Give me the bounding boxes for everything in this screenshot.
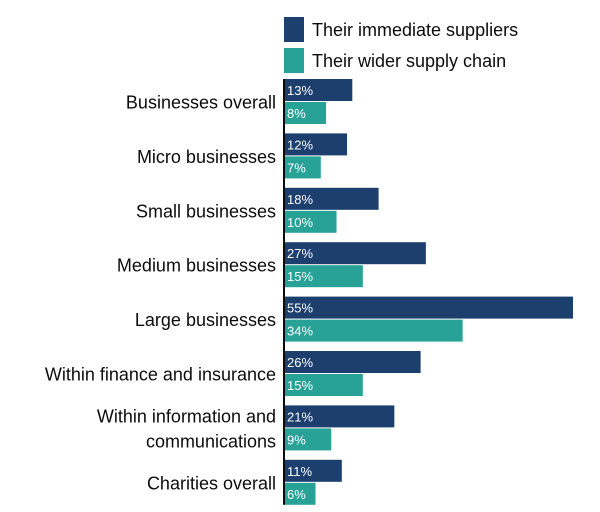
category-label: Within information and — [97, 406, 276, 426]
bar-immediate — [284, 351, 421, 373]
bar-wider — [284, 265, 363, 288]
category-label: Charities overall — [147, 473, 276, 493]
data-label: 10% — [287, 215, 313, 230]
data-label: 55% — [287, 301, 313, 316]
data-label: 7% — [287, 160, 306, 175]
bar-wider — [284, 102, 327, 124]
bar-wider — [284, 374, 363, 396]
data-label: 9% — [287, 432, 306, 447]
legend: Their immediate suppliers Their wider sup… — [284, 17, 518, 73]
category-label: Medium businesses — [117, 256, 276, 276]
category-label: Micro businesses — [137, 147, 276, 167]
bar-immediate — [284, 459, 342, 482]
category-label: Businesses overall — [126, 93, 276, 113]
bar-wider — [284, 210, 337, 233]
data-label: 15% — [287, 269, 313, 284]
legend-swatch-2 — [284, 48, 304, 73]
legend-swatch-1 — [284, 17, 304, 42]
data-label: 26% — [287, 355, 313, 370]
bar-immediate — [284, 242, 426, 265]
bar-immediate — [284, 405, 395, 428]
bars: 13% 8% 12% 7% 18% 10% 27% 15% 55% 34% 26% 15% 21% 9% 1… — [284, 79, 573, 505]
data-label: 8% — [287, 106, 306, 121]
bar-wider — [284, 319, 463, 342]
legend-label-1: Their immediate suppliers — [312, 20, 518, 40]
data-label: 15% — [287, 378, 313, 393]
data-label: 21% — [287, 409, 313, 424]
data-label: 6% — [287, 487, 306, 502]
category-label: Small businesses — [136, 201, 276, 221]
category-label: Within finance and insurance — [45, 365, 276, 385]
data-label: 27% — [287, 246, 313, 261]
data-label: 13% — [287, 83, 313, 98]
category-label: communications — [146, 431, 276, 451]
legend-label-2: Their wider supply chain — [312, 51, 506, 71]
category-labels: Businesses overall Micro businesses Small … — [45, 93, 276, 494]
bar-immediate — [284, 133, 348, 156]
bar-wider — [284, 428, 332, 451]
data-label: 34% — [287, 324, 313, 339]
data-label: 11% — [287, 464, 312, 479]
bar-wider — [284, 156, 321, 179]
bar-immediate — [284, 296, 573, 319]
data-label: 12% — [287, 137, 313, 152]
bar-immediate — [284, 187, 379, 210]
data-label: 18% — [287, 192, 313, 207]
bar-immediate — [284, 79, 353, 101]
category-label: Large businesses — [135, 310, 276, 330]
bar-wider — [284, 482, 316, 505]
